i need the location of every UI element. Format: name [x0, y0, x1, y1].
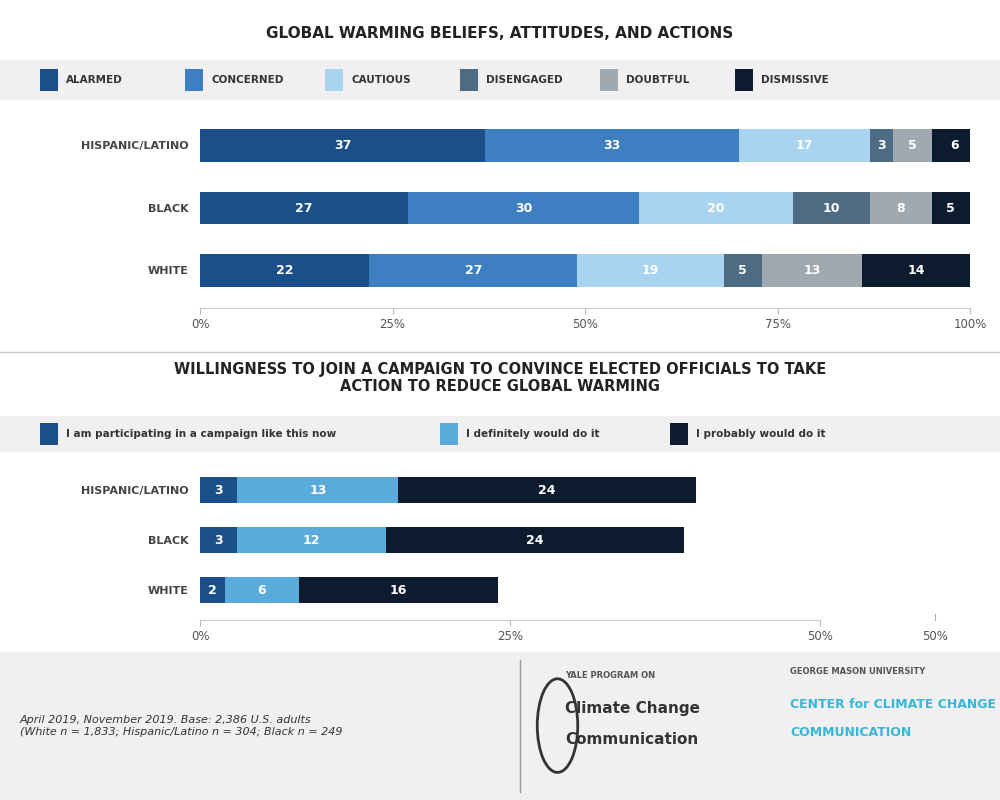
Bar	[932, 192, 970, 224]
Text: GLOBAL WARMING BELIEFS, ATTITUDES, AND ACTIONS: GLOBAL WARMING BELIEFS, ATTITUDES, AND A…	[266, 26, 734, 41]
Text: 5: 5	[946, 202, 955, 214]
Text: 10: 10	[823, 202, 840, 214]
Text: DISMISSIVE: DISMISSIVE	[761, 75, 829, 85]
Bar	[200, 577, 225, 603]
Bar	[200, 130, 485, 162]
Bar	[577, 254, 724, 286]
Text: DISENGAGED: DISENGAGED	[486, 75, 563, 85]
Text: 24: 24	[526, 534, 544, 546]
Text: Climate Change: Climate Change	[565, 701, 700, 715]
Bar	[408, 192, 639, 224]
Text: 27: 27	[295, 202, 313, 214]
Bar	[793, 192, 870, 224]
Text: 5: 5	[738, 264, 747, 277]
Text: 3: 3	[877, 139, 886, 152]
Bar	[225, 577, 299, 603]
Bar	[200, 254, 369, 286]
Text: I definitely would do it: I definitely would do it	[466, 429, 600, 439]
Text: 19: 19	[642, 264, 659, 277]
Text: 14: 14	[907, 264, 925, 277]
Text: ALARMED: ALARMED	[66, 75, 123, 85]
Text: 33: 33	[603, 139, 621, 152]
Text: 50%: 50%	[922, 630, 948, 642]
Bar	[893, 130, 932, 162]
Bar	[299, 577, 498, 603]
Text: 12: 12	[303, 534, 320, 546]
Bar	[237, 477, 398, 503]
Bar	[369, 254, 577, 286]
Text: Communication: Communication	[565, 733, 698, 747]
Text: 6: 6	[950, 139, 959, 152]
Text: CAUTIOUS: CAUTIOUS	[351, 75, 411, 85]
Text: 2: 2	[208, 583, 217, 597]
Bar	[386, 527, 684, 553]
Text: GEORGE MASON UNIVERSITY: GEORGE MASON UNIVERSITY	[790, 667, 925, 677]
Bar	[724, 254, 762, 286]
Bar	[870, 130, 893, 162]
Bar	[639, 192, 793, 224]
Bar	[932, 130, 978, 162]
Text: 16: 16	[390, 583, 407, 597]
Text: WILLINGNESS TO JOIN A CAMPAIGN TO CONVINCE ELECTED OFFICIALS TO TAKE
ACTION TO R: WILLINGNESS TO JOIN A CAMPAIGN TO CONVIN…	[174, 362, 826, 394]
Text: 13: 13	[803, 264, 821, 277]
Bar	[200, 477, 237, 503]
Text: CENTER for CLIMATE CHANGE: CENTER for CLIMATE CHANGE	[790, 698, 996, 710]
Text: YALE PROGRAM ON: YALE PROGRAM ON	[565, 671, 655, 681]
Bar	[485, 130, 739, 162]
Text: I am participating in a campaign like this now: I am participating in a campaign like th…	[66, 429, 336, 439]
Text: 20: 20	[707, 202, 725, 214]
Text: 22: 22	[276, 264, 293, 277]
Bar	[862, 254, 970, 286]
Text: 6: 6	[258, 583, 266, 597]
Text: 17: 17	[796, 139, 813, 152]
Bar	[237, 527, 386, 553]
Text: 3: 3	[214, 483, 223, 497]
Text: 37: 37	[334, 139, 351, 152]
Text: 8: 8	[896, 202, 905, 214]
Text: April 2019, November 2019. Base: 2,386 U.S. adults
(White n = 1,833; Hispanic/La: April 2019, November 2019. Base: 2,386 U…	[20, 715, 342, 737]
Text: 30: 30	[515, 202, 532, 214]
Text: 3: 3	[214, 534, 223, 546]
Bar	[398, 477, 696, 503]
Bar	[762, 254, 862, 286]
Text: DOUBTFUL: DOUBTFUL	[626, 75, 689, 85]
Text: CONCERNED: CONCERNED	[211, 75, 283, 85]
Text: COMMUNICATION: COMMUNICATION	[790, 726, 911, 738]
Text: 24: 24	[538, 483, 556, 497]
Text: I probably would do it: I probably would do it	[696, 429, 826, 439]
Bar	[200, 192, 408, 224]
Bar	[739, 130, 870, 162]
Text: 5: 5	[908, 139, 917, 152]
Text: 27: 27	[465, 264, 482, 277]
Text: 13: 13	[309, 483, 326, 497]
Bar	[200, 527, 237, 553]
Bar	[870, 192, 932, 224]
